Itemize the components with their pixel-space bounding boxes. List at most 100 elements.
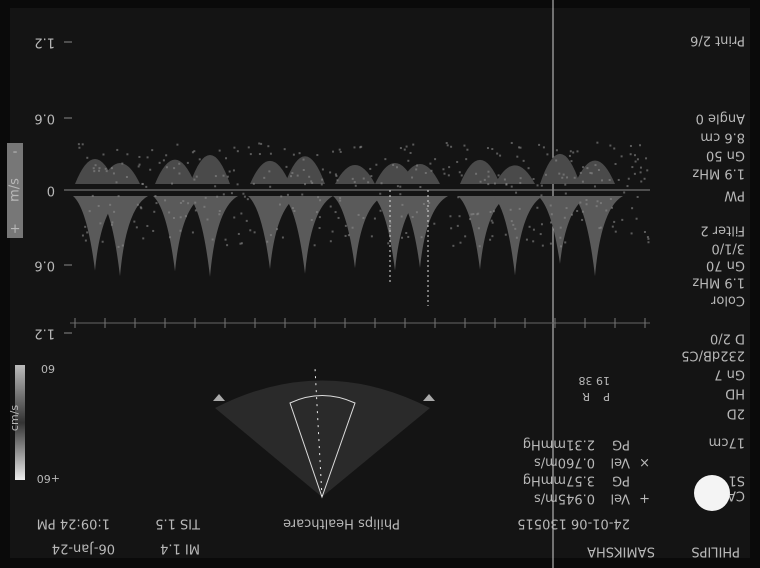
speckle	[339, 200, 341, 202]
speckle	[335, 211, 337, 213]
speckle	[510, 209, 512, 211]
speckle	[339, 149, 341, 151]
speckle	[355, 185, 357, 187]
speckle	[472, 213, 474, 215]
speckle	[89, 210, 91, 212]
speckle	[319, 199, 321, 201]
speckle	[329, 171, 331, 173]
speckle	[512, 224, 514, 226]
speckle	[419, 186, 421, 188]
setting: Angle 0	[696, 111, 745, 126]
speckle	[504, 179, 506, 181]
speckle	[456, 161, 458, 163]
speckle	[396, 166, 398, 168]
speckle	[98, 170, 100, 172]
speckle	[180, 202, 182, 204]
speckle	[560, 227, 562, 229]
speckle	[86, 231, 88, 233]
speckle	[646, 169, 648, 171]
setting: HD	[725, 386, 745, 401]
speckle	[171, 183, 173, 185]
speckle	[178, 172, 180, 174]
setting: 8.6 cm	[700, 130, 745, 145]
speckle	[149, 169, 151, 171]
speckle	[136, 226, 138, 228]
vendor: Philips Healthcare	[283, 516, 400, 531]
speckle	[533, 178, 535, 180]
speckle	[488, 176, 490, 178]
speckle	[536, 207, 538, 209]
speckle	[316, 211, 318, 213]
speckle	[316, 154, 318, 156]
speckle	[250, 153, 252, 155]
speckle	[299, 152, 301, 154]
speckle	[140, 206, 142, 208]
speckle	[572, 152, 574, 154]
speckle	[505, 183, 507, 185]
speckle	[353, 146, 355, 148]
speckle	[338, 217, 340, 219]
speckle	[237, 150, 239, 152]
speckle	[246, 220, 248, 222]
speckle	[612, 226, 614, 228]
speckle	[489, 239, 491, 241]
speckle	[285, 166, 287, 168]
speckle	[621, 155, 623, 157]
speckle	[113, 211, 115, 213]
speckle	[484, 179, 486, 181]
speckle	[340, 151, 342, 153]
speckle	[151, 149, 153, 151]
speckle	[116, 149, 118, 151]
setting: Gn 7	[714, 367, 745, 382]
speckle	[138, 156, 140, 158]
setting: 1.9 MHz	[692, 275, 745, 290]
speckle	[303, 169, 305, 171]
speckle	[519, 208, 521, 210]
date: 06-Jan-24	[52, 541, 115, 556]
speckle	[594, 185, 596, 187]
speckle	[401, 204, 403, 206]
speckle	[173, 167, 175, 169]
speckle	[339, 197, 341, 199]
speckle	[352, 178, 354, 180]
velocity-label: 0.6	[34, 258, 55, 273]
speckle	[623, 191, 625, 193]
speckle	[78, 147, 80, 149]
speckle	[249, 229, 251, 231]
speckle	[415, 168, 417, 170]
speckle	[314, 244, 316, 246]
speckle	[551, 213, 553, 215]
speckle	[330, 240, 332, 242]
speckle	[126, 176, 128, 178]
speckle	[600, 227, 602, 229]
brand: PHILIPS	[691, 544, 740, 559]
unit-minus: -	[12, 145, 17, 160]
speckle	[118, 246, 120, 248]
speckle	[137, 204, 139, 206]
speckle	[229, 171, 231, 173]
setting: Filter 2	[700, 223, 745, 238]
speckle	[555, 159, 557, 161]
speckle	[523, 160, 525, 162]
speckle	[345, 225, 347, 227]
speckle	[82, 235, 84, 237]
speckle	[582, 211, 584, 213]
setting: Gn 50	[706, 148, 745, 163]
speckle	[185, 215, 187, 217]
speckle	[86, 157, 88, 159]
speckle	[431, 170, 433, 172]
meas-label: Vel	[611, 491, 631, 506]
speckle	[223, 175, 225, 177]
speckle	[529, 226, 531, 228]
speckle	[416, 164, 418, 166]
speckle	[597, 200, 599, 202]
speckle	[111, 224, 113, 226]
speckle	[564, 217, 566, 219]
speckle	[166, 166, 168, 168]
speckle	[470, 213, 472, 215]
speckle	[237, 183, 239, 185]
speckle	[111, 167, 113, 169]
speckle	[98, 205, 100, 207]
speckle	[159, 162, 161, 164]
speckle	[615, 163, 617, 165]
